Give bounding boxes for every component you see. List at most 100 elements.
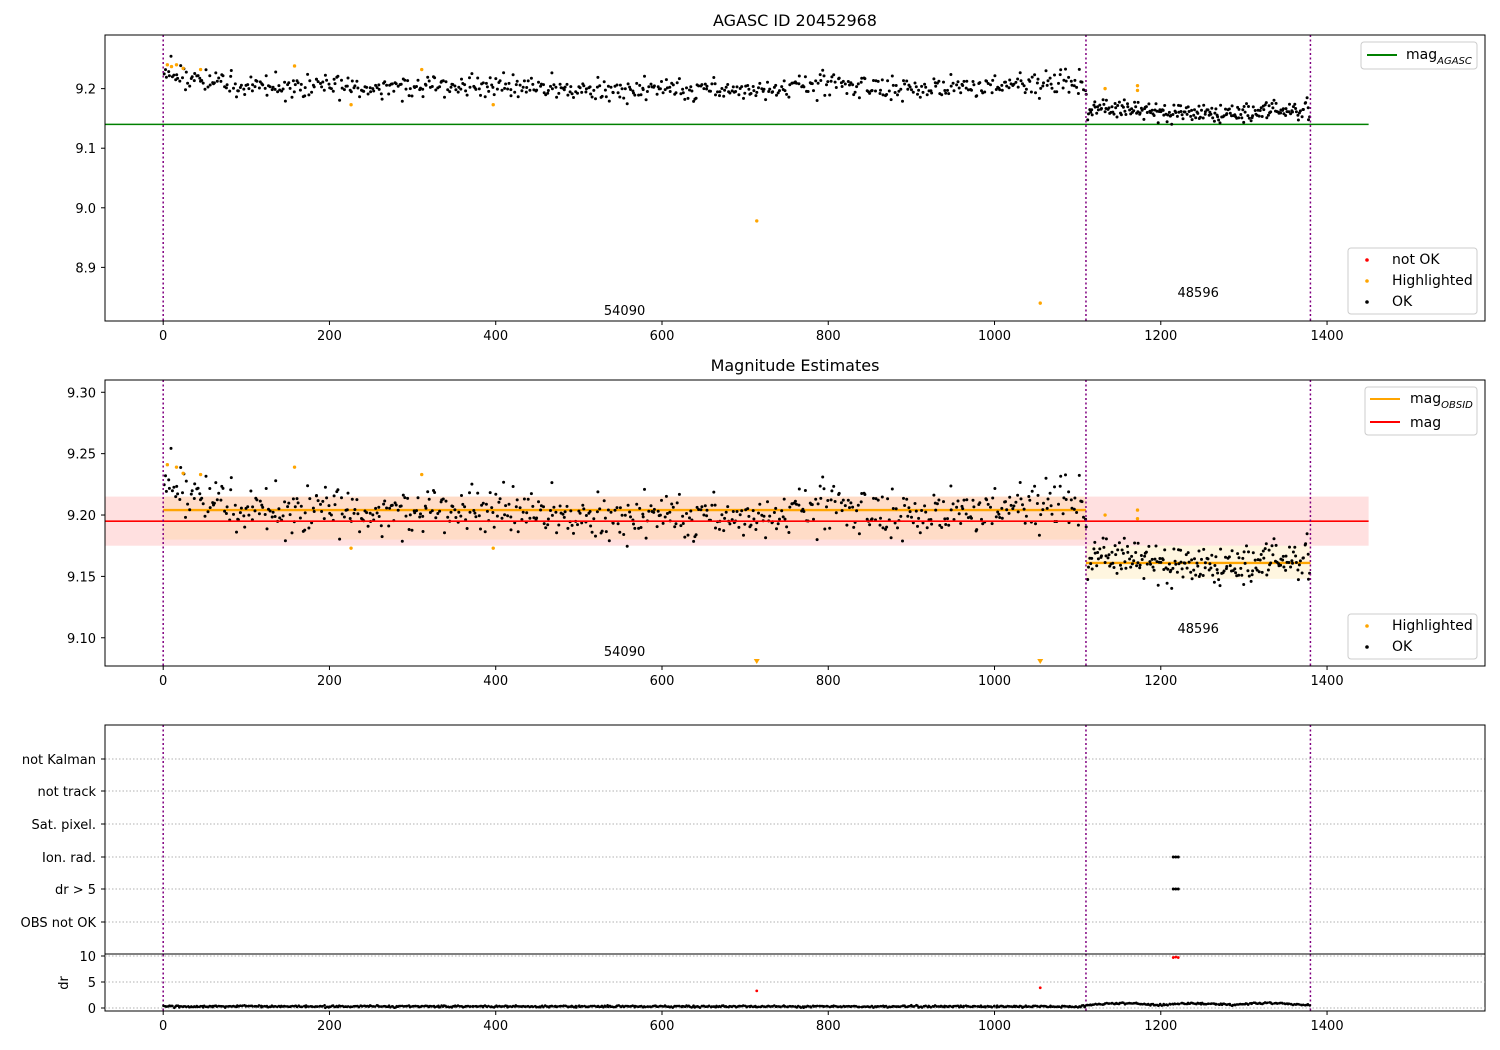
ok-point — [546, 89, 550, 92]
ok-point — [893, 91, 897, 94]
ok-point — [349, 90, 353, 94]
ok-point — [320, 510, 324, 513]
ok-point — [578, 511, 582, 515]
x-tick-label: 1400 — [1311, 1019, 1344, 1034]
ok-point — [1196, 111, 1200, 115]
dr-point — [562, 1004, 565, 1007]
panel1-legend-bottom: not OK Highlighted OK — [1347, 247, 1478, 315]
ok-point — [600, 94, 604, 98]
dr-point — [496, 1005, 499, 1008]
ok-point — [507, 81, 511, 85]
ok-point — [628, 85, 632, 89]
ok-point — [1064, 473, 1067, 477]
ok-point — [277, 507, 281, 511]
dr-point — [646, 1005, 650, 1008]
ok-point — [457, 510, 461, 514]
ok-point — [901, 539, 904, 543]
ok-point — [1042, 501, 1045, 505]
ok-point — [1122, 98, 1126, 102]
ok-point — [562, 515, 566, 519]
ok-point — [542, 505, 545, 509]
ok-point — [1072, 507, 1076, 511]
ok-point — [524, 90, 528, 94]
ok-point — [229, 74, 233, 78]
ok-point — [515, 498, 519, 502]
ok-point — [1193, 557, 1196, 561]
ok-point — [407, 94, 411, 98]
ok-point — [868, 91, 872, 95]
ok-point — [1228, 111, 1232, 115]
ok-point — [280, 89, 284, 93]
dr-point — [984, 1005, 987, 1009]
ok-point — [1044, 476, 1048, 480]
ok-point — [443, 531, 446, 535]
ok-point — [1073, 496, 1077, 500]
ok-point — [859, 80, 863, 84]
ok-point — [1170, 122, 1174, 126]
ok-point — [806, 90, 810, 93]
ok-point — [1133, 541, 1137, 545]
ok-point — [461, 502, 465, 506]
dr-point — [1266, 1001, 1269, 1005]
highlighted-point — [420, 472, 424, 477]
ok-point — [1218, 584, 1222, 588]
ok-point — [1287, 561, 1291, 564]
dr-point — [1166, 1004, 1169, 1007]
ok-point — [1120, 548, 1124, 552]
ok-point — [430, 509, 434, 513]
ok-point — [350, 497, 354, 501]
y-tick-label: 9.10 — [67, 632, 96, 647]
ok-point — [522, 79, 526, 83]
ok-point — [1149, 111, 1152, 115]
ok-point — [716, 90, 719, 94]
ok-point — [1069, 498, 1073, 502]
ok-point — [742, 96, 745, 100]
ok-point — [271, 510, 275, 514]
ok-point — [815, 99, 819, 102]
ok-point — [255, 79, 259, 83]
ok-point — [474, 87, 478, 91]
ok-point — [845, 92, 849, 95]
ok-point — [566, 526, 570, 530]
ok-point — [1119, 567, 1123, 571]
ok-point — [970, 516, 973, 520]
ok-point — [340, 512, 344, 516]
ok-point — [703, 82, 707, 86]
ok-point — [699, 508, 703, 512]
dr-point — [555, 1005, 559, 1008]
ok-point — [595, 85, 599, 89]
ok-point — [212, 501, 216, 505]
ok-point — [874, 89, 877, 93]
ok-point — [700, 505, 704, 509]
ok-point — [281, 514, 285, 518]
ok-point — [818, 73, 822, 77]
ok-point — [184, 70, 188, 74]
ok-point — [829, 79, 833, 83]
ok-point — [718, 94, 721, 98]
ok-point — [1023, 91, 1027, 95]
ok-point — [1237, 573, 1241, 577]
ok-point — [957, 512, 961, 516]
ok-point — [880, 495, 884, 499]
ok-point — [1251, 105, 1255, 109]
ok-point — [552, 83, 556, 87]
ok-point — [387, 524, 391, 528]
ok-point — [1124, 566, 1128, 570]
ok-point — [528, 88, 532, 92]
ok-point — [229, 476, 233, 480]
ok-point — [286, 505, 290, 509]
ok-point — [253, 85, 257, 89]
ok-point — [783, 517, 787, 521]
ok-point — [663, 88, 667, 92]
ok-point — [1133, 100, 1137, 104]
ok-point — [652, 510, 656, 514]
ok-point — [1126, 550, 1130, 554]
dr-point — [962, 1004, 965, 1008]
ok-point — [390, 503, 394, 507]
ok-point — [394, 503, 398, 507]
ok-point — [1035, 502, 1039, 505]
ok-point — [1098, 547, 1102, 551]
ok-point — [1224, 107, 1227, 111]
ok-point — [937, 498, 941, 502]
ok-point — [1050, 512, 1054, 516]
